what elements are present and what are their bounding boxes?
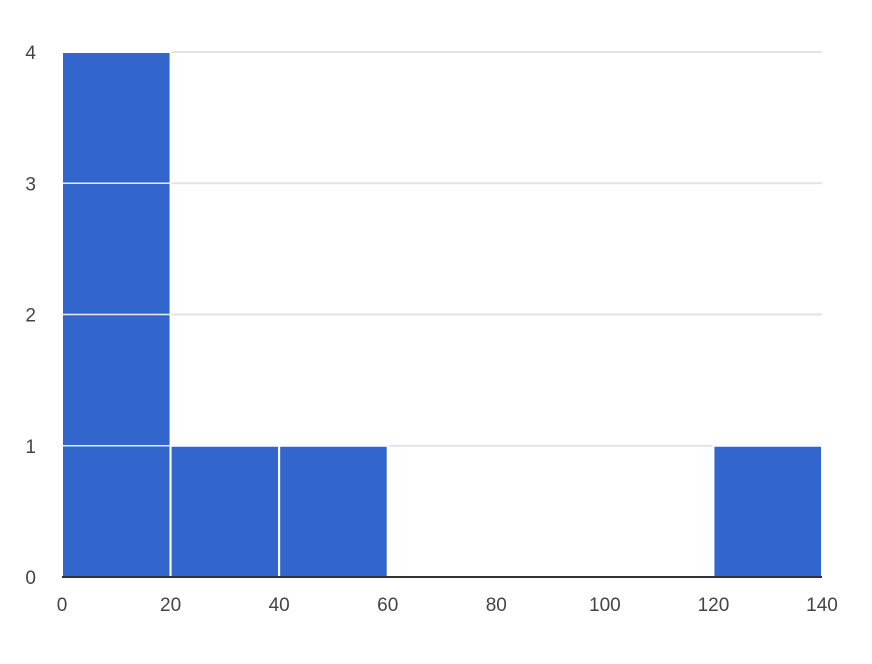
x-tick-label: 20 — [160, 595, 181, 616]
y-tick-label: 2 — [25, 306, 36, 327]
y-tick-label: 4 — [25, 43, 36, 64]
bars — [61, 51, 824, 578]
histogram-bar — [169, 444, 281, 578]
y-tick-label: 3 — [25, 174, 36, 195]
x-tick-label: 120 — [698, 595, 730, 616]
x-tick-label: 80 — [486, 595, 507, 616]
x-tick-labels: 0 20 40 60 80 100 120 140 — [57, 595, 838, 616]
y-tick-labels: 0 1 2 3 4 — [25, 43, 36, 589]
histogram-bar — [712, 444, 824, 578]
x-tick-label: 0 — [57, 595, 68, 616]
histogram-bar — [278, 444, 389, 578]
gridlines — [62, 51, 822, 447]
x-tick-label: 140 — [806, 595, 838, 616]
y-tick-label: 1 — [25, 437, 36, 458]
x-tick-label: 100 — [589, 595, 621, 616]
x-tick-label: 60 — [377, 595, 398, 616]
y-tick-label: 0 — [25, 568, 36, 589]
x-tick-label: 40 — [269, 595, 290, 616]
